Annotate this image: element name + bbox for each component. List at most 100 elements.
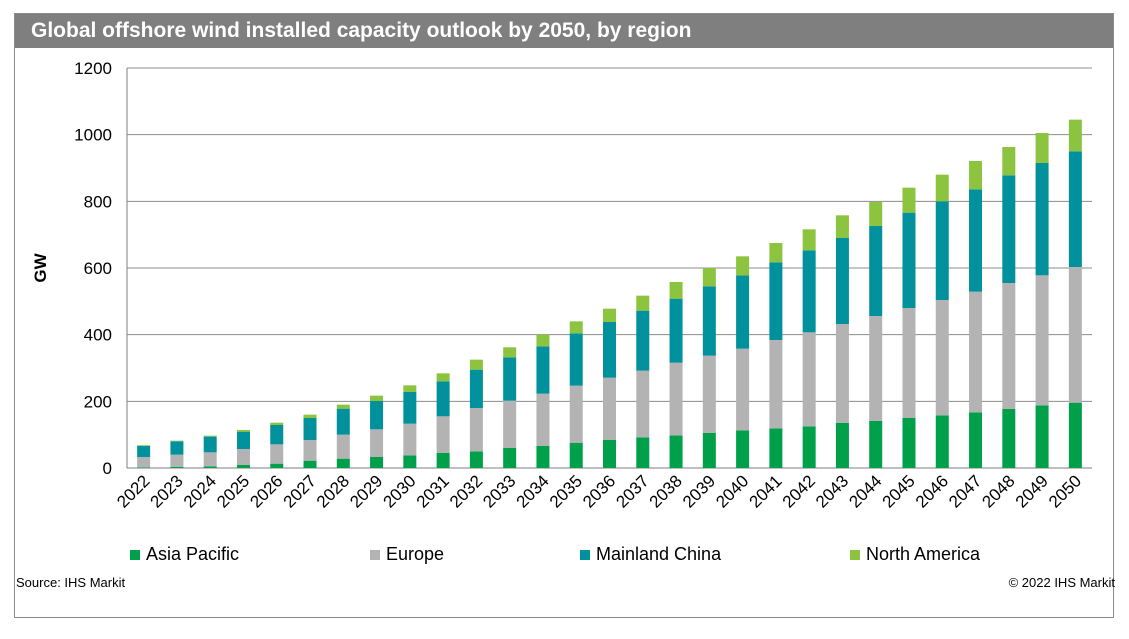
x-tick-label: 2041	[746, 471, 786, 511]
bar-asia-pacific	[669, 435, 683, 468]
legend-item: Europe	[370, 544, 444, 565]
bar-asia-pacific	[636, 437, 650, 468]
legend-swatch	[580, 549, 590, 560]
bar-north-america	[370, 395, 384, 401]
bar-north-america	[336, 404, 350, 409]
bar-europe	[702, 355, 716, 433]
x-tick-label: 2027	[280, 471, 320, 511]
bar-asia-pacific	[736, 430, 750, 468]
bar-asia-pacific	[1035, 405, 1049, 468]
bar-europe	[636, 370, 650, 438]
legend-item: Mainland China	[580, 544, 721, 565]
x-tick-label: 2037	[612, 471, 652, 511]
bar-mainland-china	[1068, 151, 1082, 267]
bar-asia-pacific	[603, 440, 616, 468]
bar-north-america	[869, 202, 883, 226]
bar-europe	[736, 348, 750, 431]
legend-item: North America	[850, 544, 980, 565]
bar-mainland-china	[902, 212, 916, 308]
legend-label: Asia Pacific	[146, 544, 240, 564]
bar-mainland-china	[536, 346, 550, 394]
bar-europe	[270, 444, 284, 464]
x-tick-label: 2042	[779, 471, 819, 511]
x-tick-label: 2036	[579, 471, 619, 511]
x-tick-label: 2034	[513, 471, 553, 511]
legend-label: North America	[866, 544, 981, 564]
x-tick-label: 2048	[978, 471, 1018, 511]
bar-mainland-china	[469, 369, 483, 408]
bar-asia-pacific	[203, 466, 217, 468]
bar-north-america	[469, 359, 483, 370]
bar-mainland-china	[436, 381, 450, 417]
x-tick-label: 2025	[213, 471, 253, 511]
bar-mainland-china	[569, 333, 583, 386]
bar-asia-pacific	[969, 412, 983, 468]
bar-asia-pacific	[569, 443, 583, 468]
bar-north-america	[969, 161, 983, 190]
chart-frame: Global offshore wind installed capacity …	[14, 13, 1114, 618]
bar-mainland-china	[303, 418, 317, 440]
x-tick-label: 2046	[912, 471, 952, 511]
bar-north-america	[636, 295, 650, 311]
y-tick-label: 0	[103, 459, 112, 478]
bar-north-america	[270, 422, 284, 425]
x-tick-label: 2032	[446, 471, 486, 511]
source-note: Source: IHS Markit	[16, 575, 126, 590]
bar-asia-pacific	[270, 463, 284, 468]
bar-north-america	[203, 435, 217, 437]
bar-europe	[603, 377, 616, 440]
bar-asia-pacific	[702, 433, 716, 468]
legend-swatch	[850, 549, 860, 560]
bar-asia-pacific	[902, 418, 916, 468]
y-tick-label: 800	[84, 192, 112, 211]
bar-north-america	[802, 229, 816, 251]
bar-europe	[137, 457, 151, 468]
bar-mainland-china	[935, 201, 949, 300]
bar-asia-pacific	[236, 465, 250, 468]
bar-mainland-china	[1002, 175, 1016, 283]
bar-europe	[935, 300, 949, 416]
bar-north-america	[603, 308, 616, 322]
bar-asia-pacific	[137, 467, 151, 468]
bar-europe	[1035, 275, 1049, 406]
bar-mainland-china	[769, 262, 783, 340]
bar-north-america	[236, 430, 250, 432]
bar-asia-pacific	[869, 421, 883, 468]
y-tick-label: 1200	[74, 59, 112, 78]
bar-north-america	[303, 414, 317, 418]
x-tick-label: 2038	[646, 471, 686, 511]
bar-europe	[336, 434, 350, 459]
bar-europe	[370, 429, 384, 457]
bar-europe	[902, 308, 916, 418]
bar-mainland-china	[137, 446, 151, 457]
bar-europe	[436, 416, 450, 453]
bar-mainland-china	[802, 250, 816, 333]
bar-europe	[802, 332, 816, 427]
bar-asia-pacific	[769, 428, 783, 468]
x-tick-label: 2050	[1045, 471, 1085, 511]
x-tick-label: 2026	[246, 471, 286, 511]
bar-europe	[969, 291, 983, 413]
bar-asia-pacific	[835, 423, 849, 468]
x-tick-label: 2031	[413, 471, 453, 511]
bar-north-america	[403, 385, 417, 392]
bar-europe	[203, 452, 217, 467]
x-tick-label: 2035	[546, 471, 586, 511]
bar-north-america	[170, 440, 184, 442]
x-tick-label: 2040	[712, 471, 752, 511]
bar-asia-pacific	[1068, 402, 1082, 468]
legend-label: Mainland China	[596, 544, 722, 564]
bar-asia-pacific	[536, 446, 550, 468]
x-tick-label: 2030	[379, 471, 419, 511]
bar-mainland-china	[336, 408, 350, 435]
x-tick-label: 2029	[346, 471, 386, 511]
x-tick-label: 2049	[1012, 471, 1052, 511]
bar-europe	[769, 340, 783, 429]
bar-asia-pacific	[503, 448, 517, 468]
bar-europe	[569, 385, 583, 443]
x-tick-label: 2043	[812, 471, 852, 511]
bar-mainland-china	[702, 286, 716, 356]
legend-swatch	[370, 549, 380, 560]
y-tick-label: 200	[84, 392, 112, 411]
bar-asia-pacific	[370, 457, 384, 468]
